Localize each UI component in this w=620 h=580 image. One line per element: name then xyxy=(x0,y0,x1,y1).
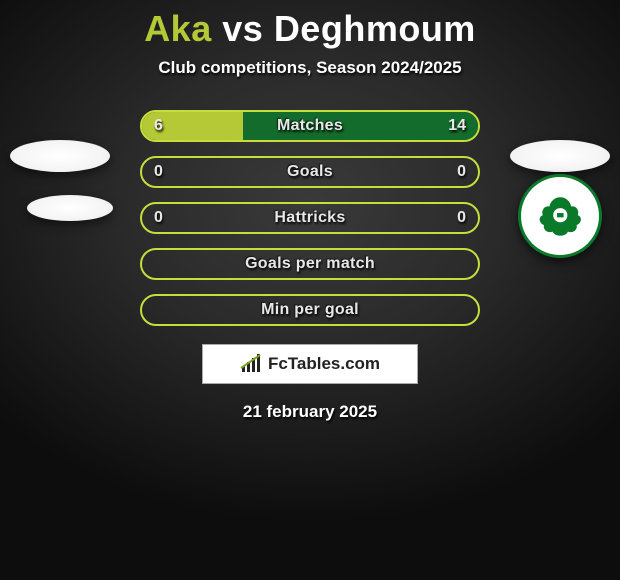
content-area: 6 14 Matches 0 0 Goals 0 0 Hattricks Goals per ma… xyxy=(0,110,620,422)
stat-value-left: 0 xyxy=(154,209,163,227)
bar-chart-icon xyxy=(240,354,264,374)
title-right: Deghmoum xyxy=(274,8,476,49)
stat-bar: 0 0 Hattricks xyxy=(140,202,480,234)
stat-value-right: 14 xyxy=(448,117,466,135)
subtitle: Club competitions, Season 2024/2025 xyxy=(0,58,620,78)
team-left-logo-2 xyxy=(20,158,120,258)
stat-label: Min per goal xyxy=(261,301,359,319)
stat-value-left: 6 xyxy=(154,117,163,135)
source-badge: FcTables.com xyxy=(202,344,418,384)
stat-value-right: 0 xyxy=(457,163,466,181)
stat-bar: Goals per match xyxy=(140,248,480,280)
stat-bar: 0 0 Goals xyxy=(140,156,480,188)
ellipse-placeholder-icon xyxy=(27,195,113,221)
stat-label: Goals xyxy=(287,163,333,181)
date-label: 21 february 2025 xyxy=(0,402,620,422)
title-left: Aka xyxy=(144,8,212,49)
infographic-root: Aka vs Deghmoum Club competitions, Seaso… xyxy=(0,0,620,580)
source-label: FcTables.com xyxy=(268,354,380,374)
page-title: Aka vs Deghmoum xyxy=(0,0,620,50)
stat-label: Matches xyxy=(277,117,343,135)
stat-value-left: 0 xyxy=(154,163,163,181)
comparison-bars: 6 14 Matches 0 0 Goals 0 0 Hattricks Goals per ma… xyxy=(140,110,480,326)
club-badge-icon xyxy=(518,174,602,258)
team-right-logo-2 xyxy=(500,156,620,276)
stat-bar: 6 14 Matches xyxy=(140,110,480,142)
stat-label: Hattricks xyxy=(274,209,345,227)
eagle-crest-icon xyxy=(533,189,588,244)
stat-bar: Min per goal xyxy=(140,294,480,326)
title-vs: vs xyxy=(222,8,263,49)
stat-label: Goals per match xyxy=(245,255,375,273)
stat-value-right: 0 xyxy=(457,209,466,227)
